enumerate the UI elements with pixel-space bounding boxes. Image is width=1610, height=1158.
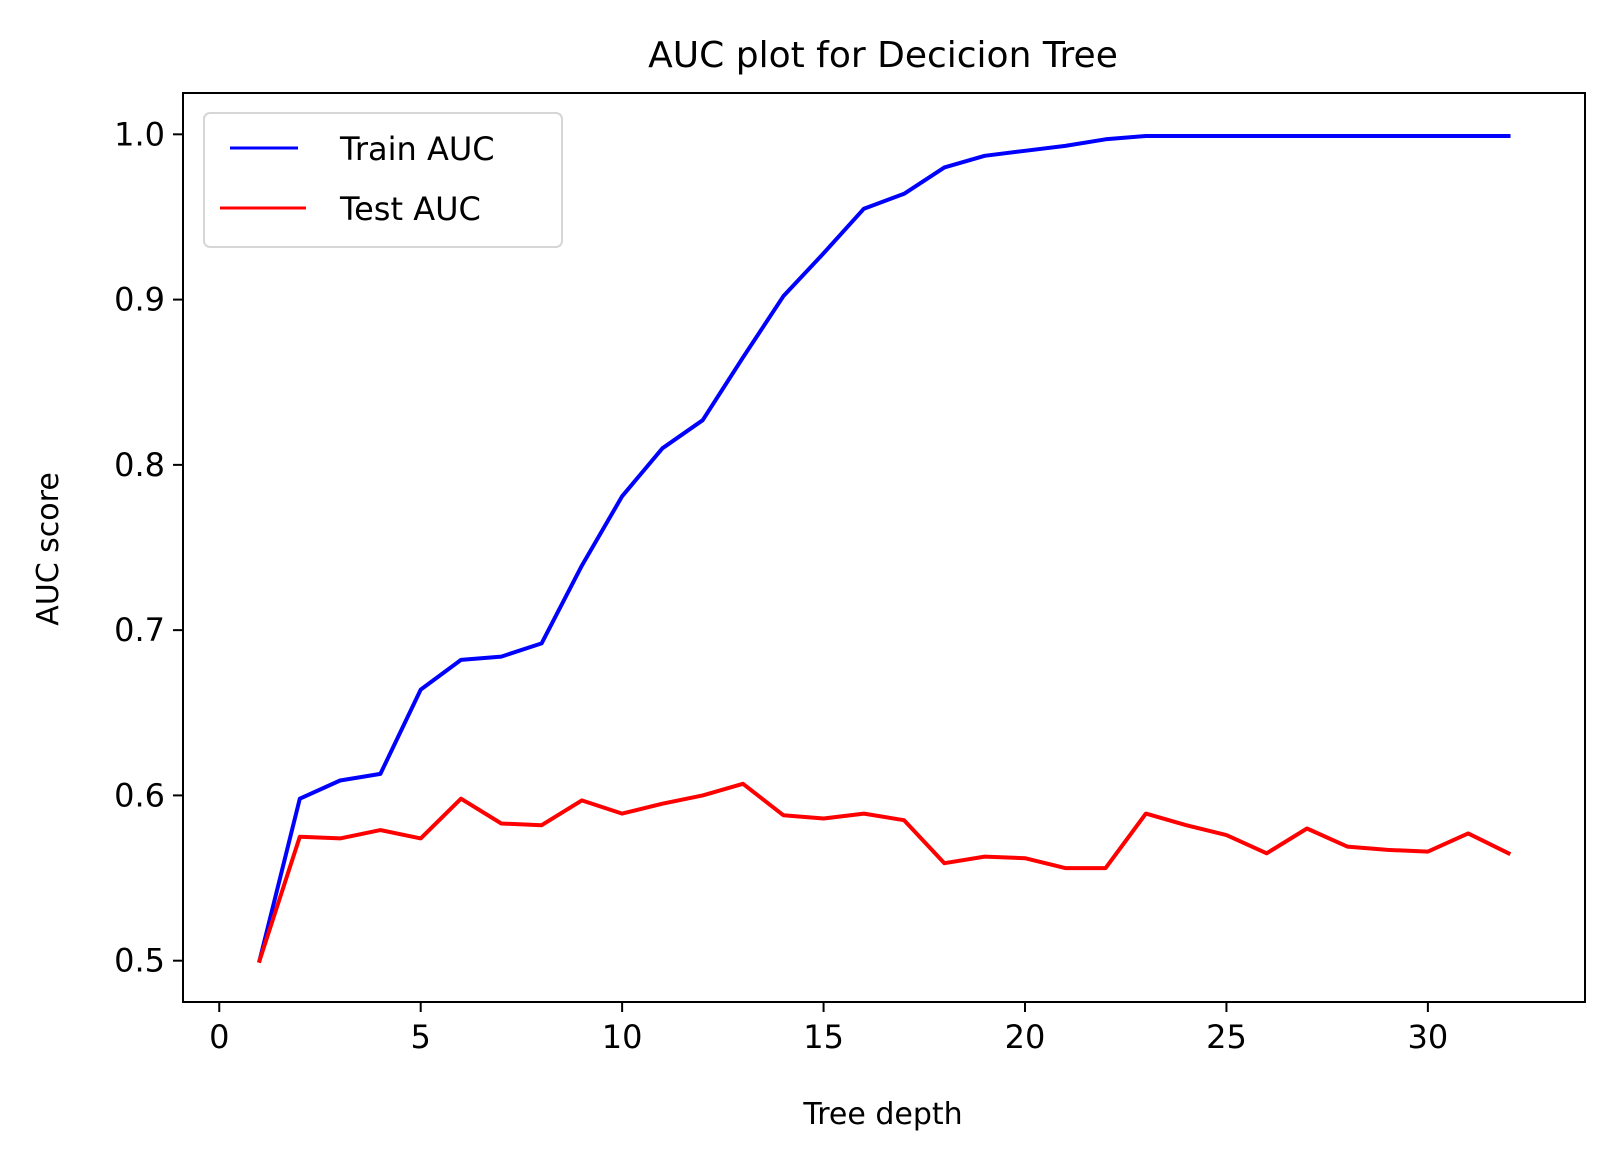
legend-label-train: Train AUC <box>339 130 495 168</box>
plot-frame <box>182 92 1586 1003</box>
y-tick-label: 0.6 <box>114 776 165 814</box>
x-tick-label: 15 <box>803 1018 844 1056</box>
series-layer <box>256 134 1512 964</box>
x-tick-label: 20 <box>1005 1018 1046 1056</box>
x-axis-label: Tree depth <box>802 1097 962 1132</box>
x-tick-label: 30 <box>1408 1018 1449 1056</box>
series-line-test-auc <box>256 781 1512 964</box>
x-tick-label: 25 <box>1206 1018 1247 1056</box>
y-tick-label: 1.0 <box>114 115 165 153</box>
y-tick-label: 0.9 <box>114 281 165 319</box>
y-tick-label: 0.8 <box>114 446 165 484</box>
legend-label-test: Test AUC <box>339 190 481 228</box>
x-tick-label: 0 <box>209 1018 229 1056</box>
y-tick-label: 0.7 <box>114 611 165 649</box>
chart-title: AUC plot for Decicion Tree <box>648 35 1118 76</box>
x-tick-label: 10 <box>602 1018 643 1056</box>
x-tick-label: 5 <box>411 1018 431 1056</box>
series-line-train-auc <box>257 134 1511 964</box>
legend: Train AUC Test AUC <box>203 112 563 248</box>
y-tick-label: 0.5 <box>114 942 165 980</box>
y-axis-label: AUC score <box>31 472 66 626</box>
tick-layer: 0 5 10 15 20 25 30 0.5 0.6 0.7 0.8 0.9 1.0 <box>114 115 1448 1056</box>
